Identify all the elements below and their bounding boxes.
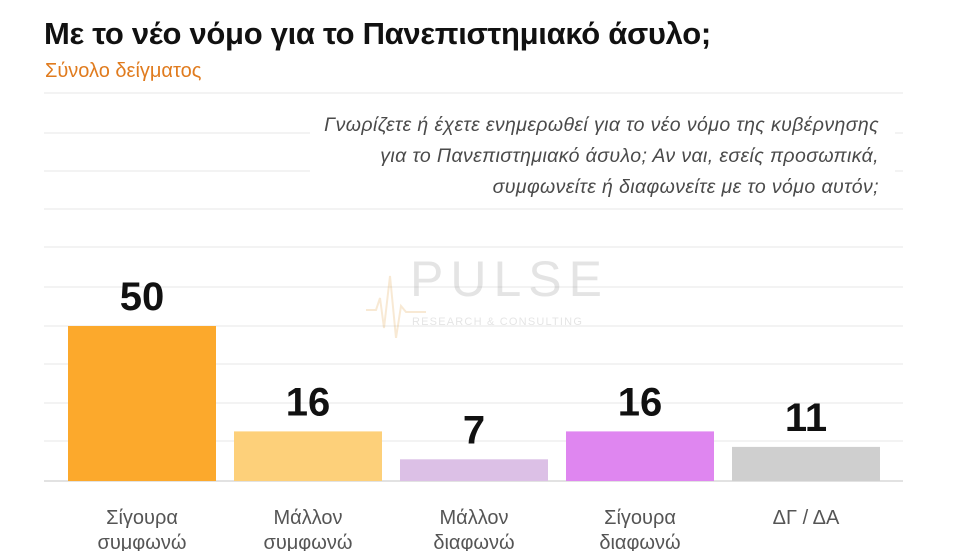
category-label: διαφωνώ xyxy=(433,532,514,551)
category-label: Σίγουρα xyxy=(106,507,178,529)
pulse-watermark: PULSE RESEARCH & CONSULTING xyxy=(366,250,602,340)
survey-question: Γνωρίζετε ή έχετε ενημερωθεί για το νέο … xyxy=(259,110,879,203)
question-line: Γνωρίζετε ή έχετε ενημερωθεί για το νέο … xyxy=(324,114,879,136)
category-label: Μάλλον xyxy=(439,507,508,529)
watermark-word: PULSE xyxy=(410,251,609,307)
question-background xyxy=(310,104,895,208)
category-labels: Σίγουρα συμφωνώ Μάλλον συμφωνώ Μάλλον διαφωνώ… xyxy=(97,507,839,551)
chart-subtitle: Σύνολο δείγματος xyxy=(45,60,202,82)
chart-title: Με το νέο νόμο για το Πανεπιστημιακό άσυ… xyxy=(44,16,711,51)
question-line: συμφωνείτε ή διαφωνείτε με το νόμο αυτόν… xyxy=(492,176,879,198)
value-label: 16 xyxy=(286,380,331,424)
bar xyxy=(400,459,548,481)
pulse-wave-icon xyxy=(366,275,426,338)
bar xyxy=(566,431,714,481)
bar xyxy=(68,326,216,481)
category-label: συμφωνώ xyxy=(263,532,352,551)
value-labels: 50 16 7 16 11 xyxy=(120,275,827,452)
bars xyxy=(68,326,880,481)
watermark-subtext: RESEARCH & CONSULTING xyxy=(412,316,584,328)
value-label: 11 xyxy=(785,396,827,440)
category-label: Μάλλον xyxy=(273,507,342,529)
category-label: Σίγουρα xyxy=(604,507,676,529)
question-line: για το Πανεπιστημιακό άσυλο; Αν ναι, εσε… xyxy=(380,145,879,167)
category-label: ΔΓ / ΔΑ xyxy=(773,507,840,529)
bar xyxy=(732,446,880,481)
value-label: 7 xyxy=(463,408,485,452)
value-label: 16 xyxy=(618,380,663,424)
category-label: συμφωνώ xyxy=(97,532,186,551)
category-label: διαφωνώ xyxy=(599,532,680,551)
value-label: 50 xyxy=(120,275,165,319)
bar xyxy=(234,431,382,481)
